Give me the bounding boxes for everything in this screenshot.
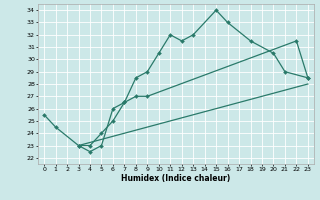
- X-axis label: Humidex (Indice chaleur): Humidex (Indice chaleur): [121, 174, 231, 183]
